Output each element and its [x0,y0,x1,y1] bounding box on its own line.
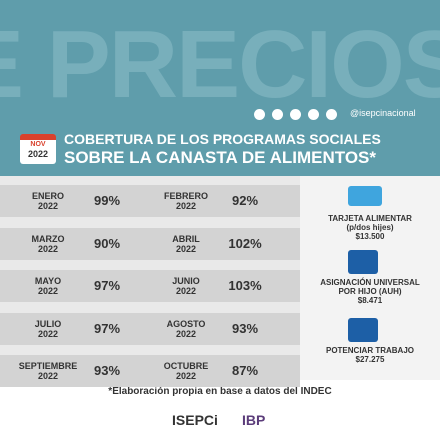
year-label: 2022 [37,371,59,381]
row-band [0,227,300,260]
program-amount: $8.471 [357,296,383,305]
social-icon[interactable] [272,109,283,120]
coverage-value: 99% [93,193,121,208]
social-icon[interactable] [254,109,265,120]
coverage-value: 97% [93,320,121,336]
program-name: POR HIJO (AUH) [338,287,402,296]
year-label: 2022 [175,328,197,339]
coverage-value: 90% [93,235,121,251]
coverage-value: 87% [231,363,259,378]
year-label: 2022 [37,286,59,296]
badge-month: NOV [30,141,46,148]
program-name: ASIGNACIÓN UNIVERSAL [320,278,420,287]
row-band [0,355,300,387]
month-label: JUNIO [172,276,200,286]
footnote: *Elaboración propia en base a datos del … [108,386,332,397]
header-banner: E PRECIOS [0,0,440,176]
program-amount: $27.275 [355,355,385,364]
date-badge: NOV 2022 [20,134,56,164]
month-label: OCTUBRE [163,361,209,371]
month-label: MAYO [34,276,62,286]
social-icon[interactable] [290,109,301,120]
title-line: COBERTURA DE LOS PROGRAMAS SOCIALES [64,131,381,147]
row-band [0,185,300,217]
social-icon[interactable] [308,109,319,120]
month-label: MARZO [31,233,65,244]
program-name: (p/dos hijes) [346,223,394,232]
logo: ISEPCi [172,412,218,428]
month-label: JULIO [34,318,62,329]
coverage-value: 93% [231,320,259,336]
month-label: AGOSTO [166,318,206,329]
program-name: POTENCIAR TRABAJO [325,346,414,355]
month-label: ENERO [31,191,64,201]
month-label: ABRIL [172,233,200,244]
coverage-value: 97% [93,278,121,293]
program-icon [348,186,382,206]
title-line: SOBRE LA CANASTA DE ALIMENTOS* [64,148,376,167]
social-handle[interactable]: @isepcinacional [350,108,416,118]
year-label: 2022 [175,286,197,296]
year-label: 2022 [37,201,59,211]
programs-area [300,176,440,380]
year-label: 2022 [175,371,197,381]
year-label: 2022 [37,243,59,254]
coverage-value: 103% [228,278,262,293]
year-label: 2022 [175,243,197,254]
social-icon[interactable] [326,109,337,120]
coverage-value: 93% [93,363,121,378]
program-icon [348,250,378,274]
watermark: E PRECIOS [0,11,440,118]
year-label: 2022 [37,328,59,339]
row-band [0,312,300,345]
month-label: FEBRERO [163,191,208,201]
row-band [0,270,300,302]
logo: IBP [242,412,266,428]
program-name: TARJETA ALIMENTAR [328,214,412,223]
program-icon [348,318,378,342]
badge-year: 2022 [27,149,49,159]
month-label: SEPTIEMBRE [18,361,78,371]
coverage-value: 92% [231,193,259,208]
year-label: 2022 [175,201,197,211]
coverage-value: 102% [228,235,262,251]
program-amount: $13.500 [355,232,385,241]
